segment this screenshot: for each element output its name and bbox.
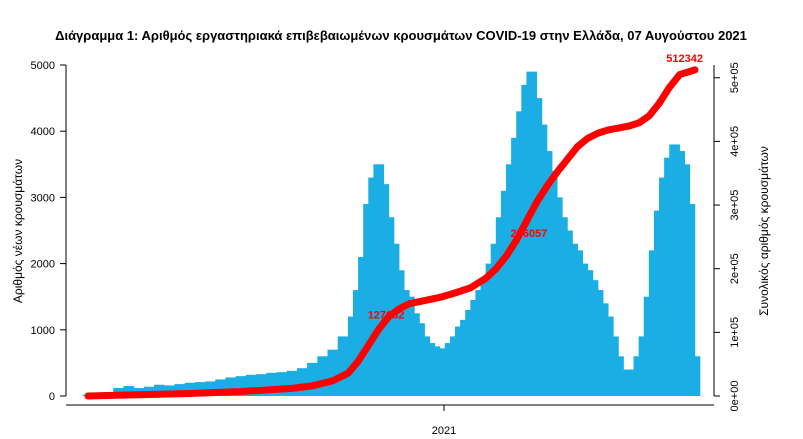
bar [307, 362, 318, 396]
y2-tick-label: 2e+05 [729, 253, 741, 284]
bar [684, 204, 696, 396]
y-tick-label: 5000 [31, 60, 55, 72]
y2-tick-label: 0e+00 [729, 381, 741, 412]
annotations: 127682 256057 512342 [368, 53, 703, 322]
bar [256, 374, 267, 396]
y-tick-label: 0 [49, 391, 55, 403]
annotation-label: 512342 [666, 53, 703, 65]
y2-tick-label: 5e+05 [729, 62, 741, 93]
bar [194, 382, 206, 396]
bar [296, 368, 308, 396]
annotation-label: 127682 [368, 310, 405, 322]
bar [123, 386, 135, 396]
bar [235, 376, 247, 396]
cumulative-line [84, 66, 699, 400]
bar [276, 372, 288, 396]
bar [184, 382, 196, 396]
bar [337, 336, 349, 396]
bar [215, 379, 226, 396]
chart-title: Διάγραμμα 1: Αριθμός εργαστηριακά επιβεβ… [55, 28, 747, 43]
y-axis-label: Αριθμός νέων κρουσμάτων [11, 159, 25, 303]
y2-axis-label: Συνολικός αριθμός κρουσμάτων [757, 146, 771, 316]
y-axis-right-ticks: 0e+00 1e+05 2e+05 3e+05 4e+05 5e+05 [714, 62, 741, 411]
x-axis-label: 2021 [432, 425, 456, 437]
annotation-label: 256057 [511, 228, 548, 240]
bar [327, 349, 339, 396]
bar [174, 384, 186, 396]
bar-series [82, 71, 701, 397]
bar [266, 372, 277, 396]
cumulative-line-layer [84, 66, 699, 400]
bar [205, 381, 216, 396]
y-axis-left-ticks: 0 1000 2000 3000 4000 5000 [31, 60, 66, 403]
bar [286, 370, 298, 396]
y-tick-label: 3000 [31, 192, 55, 204]
y-tick-label: 4000 [31, 126, 55, 138]
y-tick-label: 2000 [31, 259, 55, 271]
bar [225, 377, 237, 396]
bar [317, 356, 328, 396]
bar [245, 374, 257, 396]
bar [154, 384, 165, 396]
y2-tick-label: 4e+05 [729, 126, 741, 157]
y-tick-label: 1000 [31, 325, 55, 337]
y2-tick-label: 3e+05 [729, 190, 741, 221]
y2-tick-label: 1e+05 [729, 317, 741, 348]
bar [689, 356, 701, 396]
